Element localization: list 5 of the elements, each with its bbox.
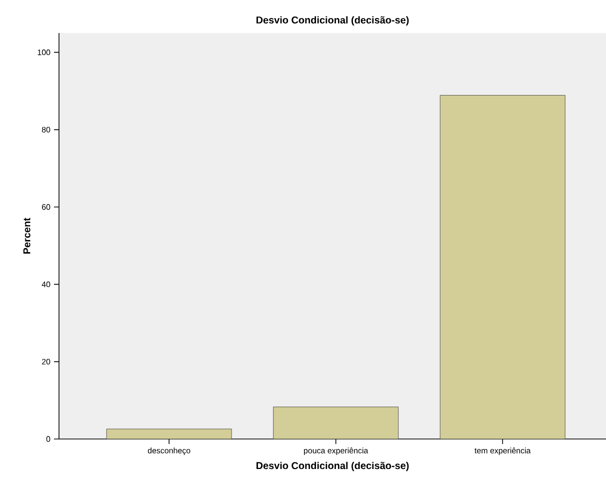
x-axis-title: Desvio Condicional (decisão-se) <box>256 462 409 472</box>
chart-title: Desvio Condicional (decisão-se) <box>256 16 409 26</box>
bar <box>273 406 399 439</box>
bar <box>440 95 566 439</box>
y-axis-title: Percent <box>23 218 30 254</box>
